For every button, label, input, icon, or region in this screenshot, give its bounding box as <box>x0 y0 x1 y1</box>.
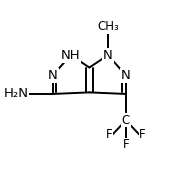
Text: H₂N: H₂N <box>4 87 29 100</box>
Text: F: F <box>123 138 129 151</box>
Text: F: F <box>139 128 146 141</box>
Text: N: N <box>103 49 113 62</box>
Text: CH₃: CH₃ <box>97 20 119 33</box>
Text: N: N <box>48 69 58 82</box>
Text: F: F <box>106 128 113 141</box>
Text: N: N <box>121 69 131 82</box>
Text: C: C <box>122 114 130 127</box>
Text: NH: NH <box>61 49 81 62</box>
